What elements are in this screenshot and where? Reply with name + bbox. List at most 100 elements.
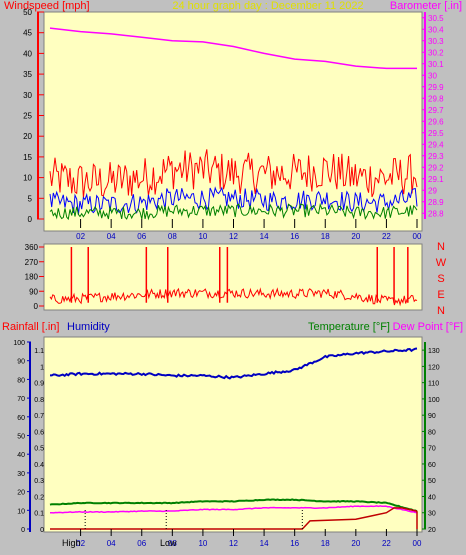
graph-title: 24 hour graph day : December 11 2022	[172, 0, 363, 12]
barometer-tick-label: 29.3	[428, 152, 444, 161]
wind-axis-title: Windspeed [mph]	[4, 0, 90, 12]
series-dewpoint	[50, 505, 418, 514]
wind-plot-area	[43, 11, 423, 232]
temperature-tick-label: 90	[428, 413, 436, 420]
hour-tick-label: 22	[382, 539, 391, 548]
wind-tick-label: 15	[23, 153, 32, 162]
hour-tick-label: 14	[260, 539, 269, 548]
wind-tick-label: 20	[23, 132, 32, 141]
barometer-tick-label: 29.9	[428, 83, 444, 92]
humidity-tick-label: 80	[17, 377, 25, 384]
humidity-tick-label: 30	[17, 471, 25, 478]
humidity-tick-label: 10	[17, 508, 25, 515]
rainfall-tick-label: 0.8	[34, 397, 44, 404]
low-marker-label: Low	[160, 538, 177, 548]
direction-tick-label: 0	[34, 302, 39, 311]
wind-tick-label: 30	[23, 91, 32, 100]
dir-letter-n-top: N	[437, 241, 445, 253]
dir-letter-w: W	[436, 257, 447, 269]
barometer-tick-label: 29.2	[428, 163, 444, 172]
dir-letter-n-bottom: N	[437, 305, 445, 317]
humidity-tick-label: 40	[17, 452, 25, 459]
series-wind-direction	[49, 287, 418, 307]
hour-tick-label: 18	[321, 232, 330, 241]
hour-tick-label: 12	[229, 232, 238, 241]
direction-tick-label: 90	[29, 287, 38, 296]
barometer-tick-label: 29.4	[428, 140, 444, 149]
series-wind-low	[49, 202, 418, 221]
rainfall-tick-label: 1.1	[34, 348, 44, 355]
barometer-tick-label: 28.9	[428, 198, 444, 207]
humidity-tick-label: 100	[13, 340, 25, 347]
rainfall-tick-label: 0.7	[34, 413, 44, 420]
barometer-tick-label: 30.2	[428, 48, 444, 57]
temperature-tick-label: 30	[428, 511, 436, 518]
barometer-tick-label: 30.1	[428, 60, 444, 69]
humidity-tick-label: 20	[17, 490, 25, 497]
series-gust	[49, 149, 418, 198]
hour-tick-label: 02	[76, 232, 85, 241]
humidity-tick-label: 60	[17, 415, 25, 422]
rainfall-tick-label: 0.5	[34, 446, 44, 453]
temperature-tick-label: 110	[428, 381, 439, 388]
dewpoint-axis-title: Dew Point [°F]	[393, 321, 463, 333]
temperature-tick-label: 40	[428, 494, 436, 501]
rainfall-tick-label: 0.6	[34, 429, 44, 436]
rainfall-tick-label: 0.2	[34, 494, 44, 501]
hour-tick-label: 08	[168, 539, 177, 548]
temperature-tick-label: 130	[428, 348, 440, 355]
hour-tick-label: 02	[76, 539, 85, 548]
hour-tick-label: 06	[137, 232, 146, 241]
humidity-tick-label: 0	[21, 527, 25, 534]
rainfall-tick-label: 0.9	[34, 381, 44, 388]
wind-tick-label: 45	[23, 29, 32, 38]
barometer-axis-title: Barometer [.in]	[390, 0, 462, 12]
rainfall-tick-label: 0	[40, 527, 44, 534]
wind-tick-label: 10	[23, 174, 32, 183]
barometer-tick-label: 29.1	[428, 175, 444, 184]
series-rainfall	[50, 507, 418, 530]
hour-tick-label: 14	[260, 232, 269, 241]
wind-tick-label: 0	[28, 215, 33, 224]
barometer-tick-label: 30.5	[428, 14, 444, 23]
barometer-tick-label: 30	[428, 71, 437, 80]
hour-tick-label: 04	[107, 539, 116, 548]
temperature-tick-label: 80	[428, 429, 436, 436]
hour-tick-label: 16	[290, 539, 299, 548]
direction-tick-label: 180	[25, 273, 39, 282]
wind-tick-label: 25	[23, 112, 32, 121]
temperature-tick-label: 120	[428, 364, 440, 371]
temperature-tick-label: 70	[428, 446, 436, 453]
barometer-tick-label: 29	[428, 186, 437, 195]
rainfall-tick-label: 0.3	[34, 478, 44, 485]
hour-tick-label: 10	[198, 539, 207, 548]
hour-tick-label: 04	[107, 232, 116, 241]
wind-tick-label: 5	[28, 194, 33, 203]
hour-tick-label: 08	[168, 232, 177, 241]
humidity-tick-label: 50	[17, 434, 25, 441]
hour-tick-label: 22	[382, 232, 391, 241]
rainfall-tick-label: 0.1	[34, 511, 44, 518]
temperature-tick-label: 60	[428, 462, 436, 469]
temperature-tick-label: 20	[428, 527, 436, 534]
temperature-axis-title: Temperature [°F]	[308, 321, 390, 333]
hour-tick-label: 12	[229, 539, 238, 548]
series-temperature	[49, 498, 418, 513]
hour-tick-label: 00	[413, 539, 422, 548]
hour-tick-label: 10	[198, 232, 207, 241]
barometer-tick-label: 29.7	[428, 106, 444, 115]
barometer-tick-label: 30.4	[428, 25, 444, 34]
hour-tick-label: 20	[351, 232, 360, 241]
climate-plot-area	[43, 336, 423, 533]
humidity-tick-label: 70	[17, 396, 25, 403]
direction-tick-label: 270	[25, 258, 39, 267]
rainfall-tick-label: 0.4	[34, 462, 44, 469]
barometer-tick-label: 30.3	[428, 37, 444, 46]
hour-tick-label: 18	[321, 539, 330, 548]
wind-tick-label: 50	[23, 8, 32, 17]
humidity-tick-label: 90	[17, 359, 25, 366]
temperature-tick-label: 100	[428, 397, 440, 404]
direction-tick-label: 360	[25, 243, 39, 252]
barometer-tick-label: 29.6	[428, 117, 444, 126]
